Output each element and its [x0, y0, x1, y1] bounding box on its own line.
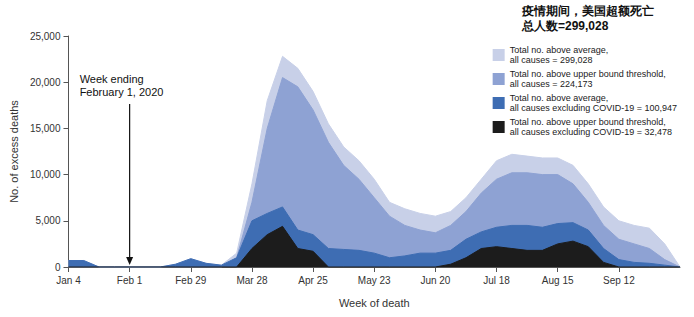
svg-text:Jan 4: Jan 4 — [56, 275, 81, 286]
svg-text:No. of excess deaths: No. of excess deaths — [8, 100, 20, 203]
svg-text:0: 0 — [55, 262, 61, 273]
svg-text:5,000: 5,000 — [35, 215, 60, 226]
svg-text:all causes excluding COVID-19: all causes excluding COVID-19 = 100,947 — [510, 103, 677, 113]
svg-text:Week of death: Week of death — [339, 297, 410, 309]
svg-text:Apr 25: Apr 25 — [298, 275, 328, 286]
svg-text:Sep 12: Sep 12 — [603, 275, 635, 286]
svg-text:all causes = 224,173: all causes = 224,173 — [510, 79, 593, 89]
svg-text:Total no. above upper bound th: Total no. above upper bound threshold, — [510, 117, 666, 127]
svg-text:Jun 20: Jun 20 — [420, 275, 450, 286]
svg-text:疫情期间，美国超额死亡: 疫情期间，美国超额死亡 — [521, 4, 654, 18]
svg-text:Total no. above average,: Total no. above average, — [510, 93, 609, 103]
svg-text:Week ending: Week ending — [80, 73, 144, 85]
svg-text:20,000: 20,000 — [30, 77, 61, 88]
svg-text:总人数=299,028: 总人数=299,028 — [521, 19, 609, 33]
svg-text:Jul 18: Jul 18 — [483, 275, 510, 286]
svg-text:all causes = 299,028: all causes = 299,028 — [510, 55, 593, 65]
svg-text:February 1, 2020: February 1, 2020 — [80, 86, 164, 98]
svg-text:Total no. above upper bound th: Total no. above upper bound threshold, — [510, 69, 666, 79]
svg-text:Total no. above average,: Total no. above average, — [510, 45, 609, 55]
svg-text:15,000: 15,000 — [30, 123, 61, 134]
svg-text:Feb 29: Feb 29 — [175, 275, 207, 286]
svg-text:all causes excluding COVID-19: all causes excluding COVID-19 = 32,478 — [510, 127, 672, 137]
svg-text:10,000: 10,000 — [30, 169, 61, 180]
svg-text:Feb 1: Feb 1 — [117, 275, 143, 286]
svg-text:Mar 28: Mar 28 — [236, 275, 268, 286]
svg-text:25,000: 25,000 — [30, 31, 61, 42]
svg-text:May 23: May 23 — [358, 275, 391, 286]
svg-text:Aug 15: Aug 15 — [542, 275, 574, 286]
